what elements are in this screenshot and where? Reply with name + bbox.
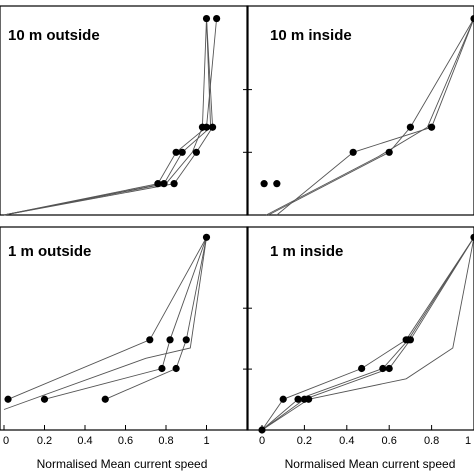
data-point: [182, 336, 190, 344]
series-line-2: [276, 18, 474, 216]
data-point: [40, 395, 49, 403]
data-point: [385, 148, 393, 156]
data-point: [406, 336, 414, 344]
series-line-3: [261, 237, 474, 431]
x-tick-label: 1: [465, 435, 471, 447]
data-point: [4, 395, 12, 403]
series-line-1: [3, 18, 218, 216]
panel-frame-1: [0, 5, 249, 216]
data-point: [202, 14, 211, 23]
data-point: [470, 14, 474, 23]
panel-frame-3: [0, 226, 249, 431]
data-point: [166, 336, 174, 344]
data-point: [213, 14, 221, 23]
data-point: [208, 123, 217, 131]
data-point: [160, 180, 168, 188]
series-line-1: [268, 18, 474, 216]
data-point: [379, 364, 387, 373]
data-point: [294, 395, 302, 403]
data-point: [258, 426, 266, 434]
data-point: [470, 233, 474, 241]
data-point: [428, 123, 436, 131]
x-axis-label: Normalised Mean current speed: [37, 457, 208, 471]
series-line-1: [7, 237, 207, 400]
x-tick-label: 0.2: [297, 435, 312, 447]
x-tick-label: 0.6: [382, 435, 397, 447]
panel-title: 10 m inside: [270, 27, 352, 44]
panel-title: 1 m outside: [8, 243, 91, 260]
data-point: [172, 364, 180, 373]
data-point: [279, 395, 287, 403]
data-point: [170, 180, 178, 188]
series-line-4: [3, 237, 207, 410]
series-line-2: [3, 18, 212, 216]
data-point: [101, 395, 109, 403]
series-line-2: [44, 237, 207, 400]
data-point: [158, 364, 166, 373]
data-point: [172, 148, 180, 156]
data-point: [154, 180, 162, 188]
panel-title: 10 m outside: [8, 27, 100, 44]
panel-frame-4: [246, 226, 474, 431]
data-point: [349, 148, 357, 156]
series-line-4: [3, 18, 207, 216]
x-tick-label: 0.4: [77, 435, 92, 447]
data-point: [358, 364, 366, 373]
x-tick-label: 0.2: [37, 435, 52, 447]
data-point: [385, 364, 393, 373]
x-tick-label: 0.6: [118, 435, 133, 447]
data-point: [202, 233, 211, 241]
x-tick-label: 1: [203, 435, 209, 447]
series-line-3: [105, 237, 207, 400]
x-tick-label: 0.4: [339, 435, 354, 447]
series-line-1: [261, 237, 474, 431]
series-line-2: [261, 237, 474, 431]
data-point: [305, 395, 313, 403]
panel-title: 1 m inside: [270, 243, 343, 260]
x-tick-label: 0.8: [424, 435, 439, 447]
data-point: [260, 180, 268, 188]
series-line-3: [265, 18, 474, 216]
data-point: [192, 148, 200, 156]
x-axis-label: Normalised Mean current speed: [285, 457, 456, 471]
x-tick-label: 0: [259, 435, 265, 447]
x-tick-label: 0: [3, 435, 9, 447]
data-point: [406, 123, 414, 131]
series-line-4: [261, 237, 474, 431]
series-line-3: [3, 18, 214, 216]
data-point: [202, 123, 211, 131]
panel-frame-2: [246, 5, 474, 216]
data-point: [273, 180, 281, 188]
data-point: [178, 148, 186, 156]
data-point: [146, 336, 154, 344]
x-tick-label: 0.8: [158, 435, 173, 447]
